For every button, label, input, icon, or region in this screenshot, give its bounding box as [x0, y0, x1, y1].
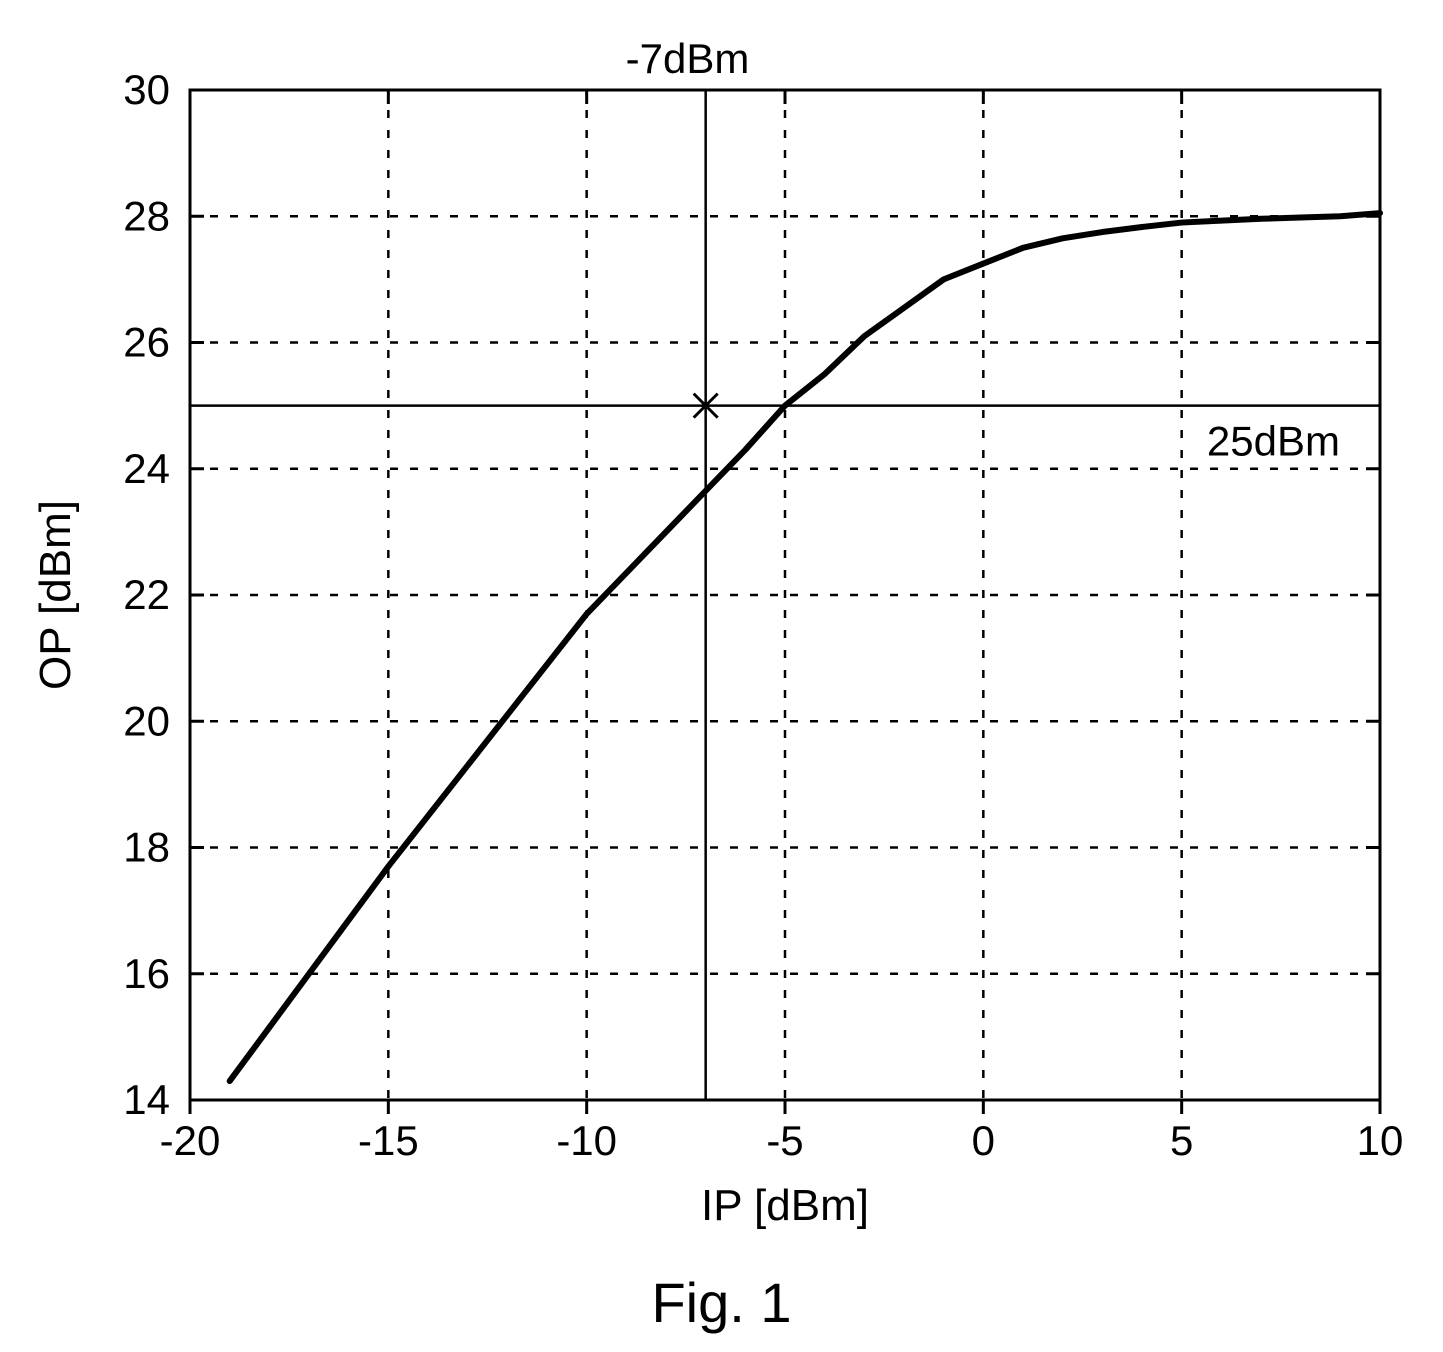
figure-caption: Fig. 1 [0, 1270, 1443, 1335]
x-axis-label: IP [dBm] [701, 1181, 869, 1230]
y-tick-label: 26 [123, 319, 170, 366]
x-tick-label: 0 [972, 1117, 995, 1164]
y-tick-label: 16 [123, 950, 170, 997]
y-tick-label: 30 [123, 66, 170, 113]
top-annotation: -7dBm [626, 35, 750, 83]
y-tick-label: 28 [123, 192, 170, 239]
x-tick-label: 10 [1357, 1117, 1404, 1164]
y-tick-label: 20 [123, 697, 170, 744]
x-tick-label: -10 [556, 1117, 617, 1164]
x-tick-label: 5 [1170, 1117, 1193, 1164]
x-tick-label: -5 [766, 1117, 803, 1164]
y-axis-label: OP [dBm] [31, 500, 80, 690]
y-tick-label: 22 [123, 571, 170, 618]
right-annotation: 25dBm [1207, 418, 1340, 465]
y-tick-label: 14 [123, 1076, 170, 1123]
x-tick-label: -15 [358, 1117, 419, 1164]
x-tick-label: -20 [160, 1117, 221, 1164]
y-tick-label: 18 [123, 824, 170, 871]
y-tick-label: 24 [123, 445, 170, 492]
op-ip-chart: -20 -15 -10 -5 0 5 10 14 16 18 20 22 24 26 28 30 IP [dBm… [0, 0, 1443, 1352]
